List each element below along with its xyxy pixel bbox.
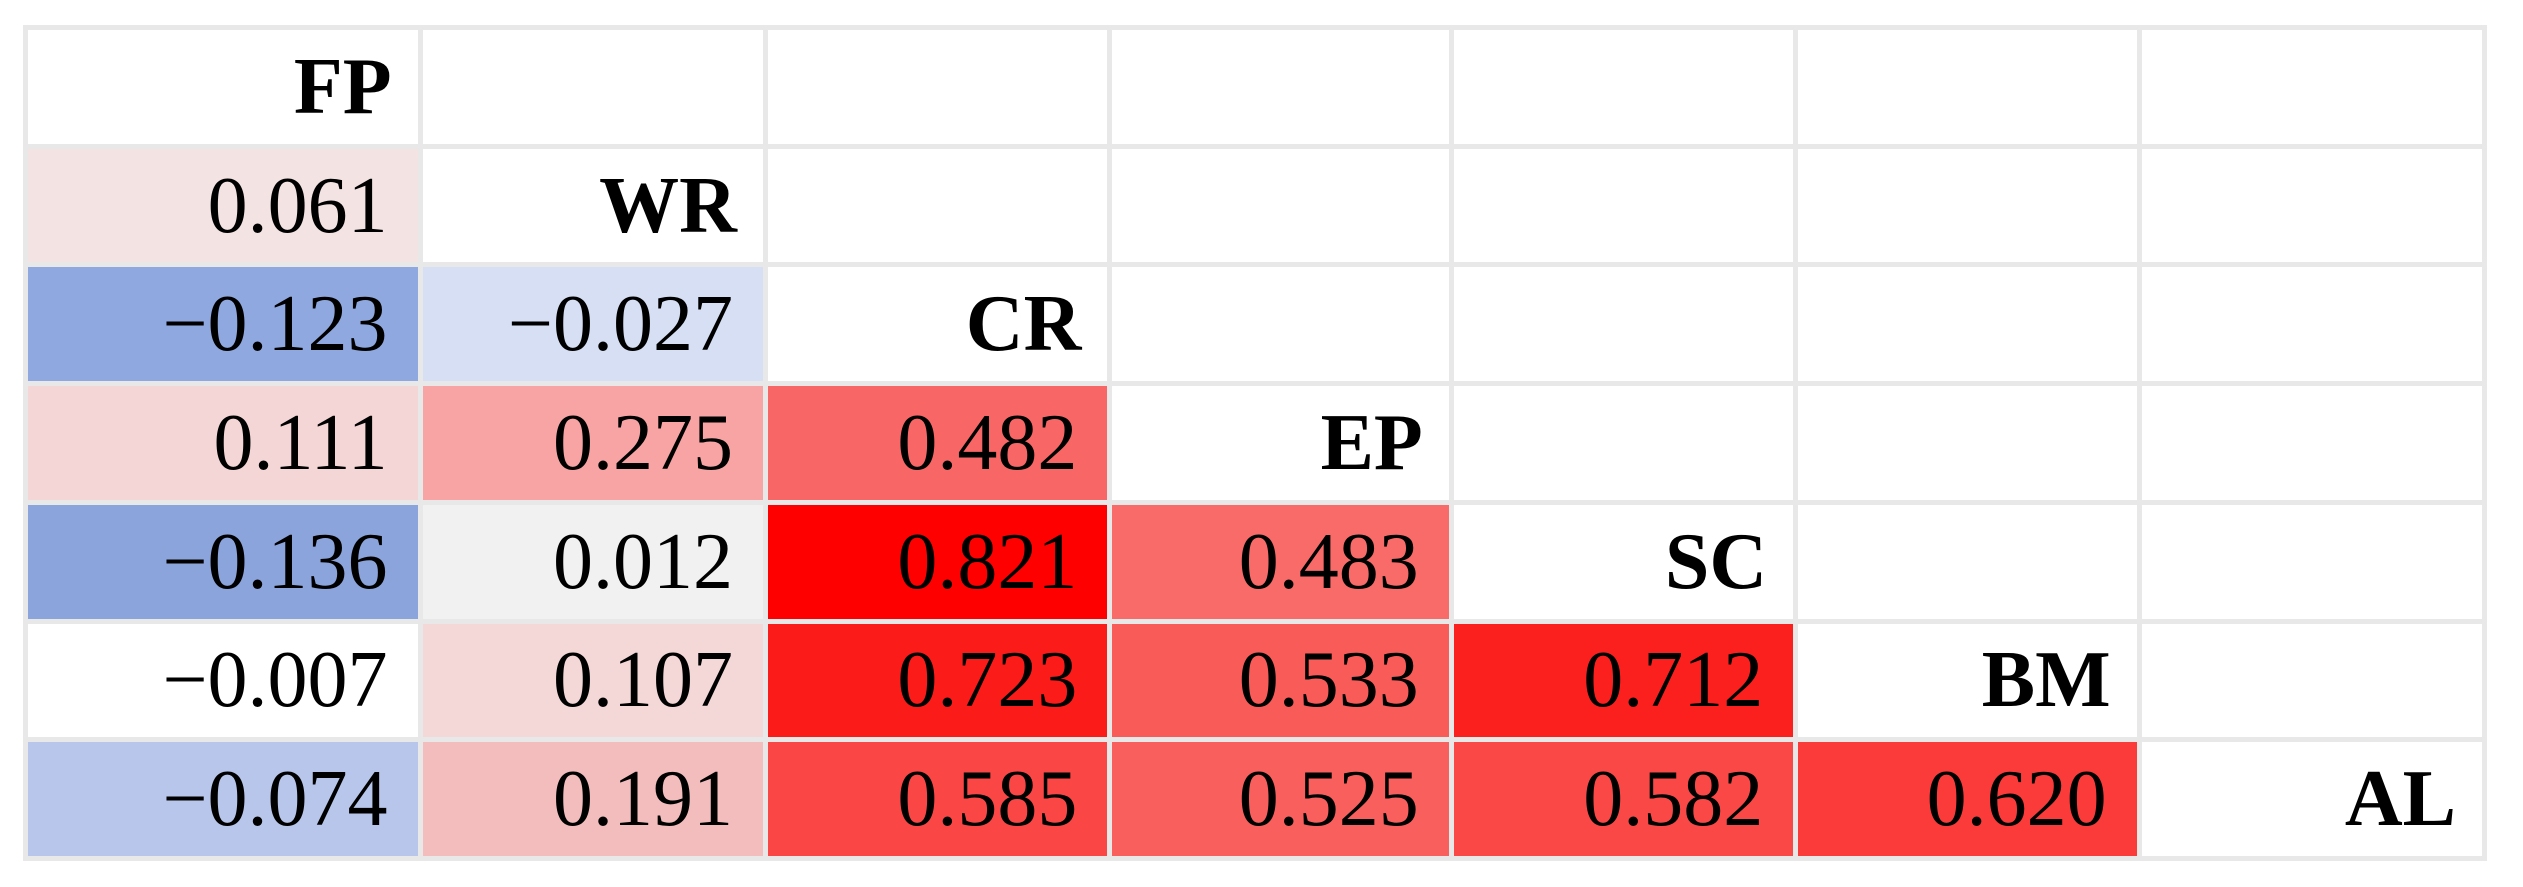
corr-EP-FP: 0.111 (28, 386, 418, 500)
empty-cell (1798, 267, 2137, 382)
corr-BM-FP: −0.007 (28, 623, 418, 738)
empty-cell (1798, 148, 2137, 263)
empty-cell (1453, 148, 1794, 263)
empty-cell (2141, 386, 2482, 500)
empty-cell (1112, 267, 1449, 382)
corr-SC-EP: 0.483 (1112, 504, 1449, 619)
var-label-AL: AL (2141, 742, 2482, 856)
corr-EP-CR: 0.482 (767, 386, 1108, 500)
empty-cell (2141, 623, 2482, 738)
corr-BM-CR: 0.723 (767, 623, 1108, 738)
corr-AL-WR: 0.191 (422, 742, 763, 856)
empty-cell (1453, 267, 1794, 382)
empty-cell (1453, 386, 1794, 500)
corr-AL-SC: 0.582 (1453, 742, 1794, 856)
var-label-WR: WR (422, 148, 763, 263)
empty-cell (2141, 30, 2482, 144)
corr-AL-FP: −0.074 (28, 742, 418, 856)
empty-cell (1798, 504, 2137, 619)
corr-SC-WR: 0.012 (422, 504, 763, 619)
empty-cell (1798, 30, 2137, 144)
empty-cell (767, 148, 1108, 263)
corr-SC-CR: 0.821 (767, 504, 1108, 619)
corr-SC-FP: −0.136 (28, 504, 418, 619)
correlation-matrix-table: FP 0.061 WR −0.123 −0.027 CR 0.111 0.275 0.482 EP… (23, 25, 2487, 861)
corr-AL-EP: 0.525 (1112, 742, 1449, 856)
corr-WR-FP: 0.061 (28, 148, 418, 263)
empty-cell (2141, 504, 2482, 619)
empty-cell (2141, 267, 2482, 382)
corr-CR-FP: −0.123 (28, 267, 418, 382)
corr-EP-WR: 0.275 (422, 386, 763, 500)
empty-cell (2141, 148, 2482, 263)
empty-cell (1798, 386, 2137, 500)
corr-AL-BM: 0.620 (1798, 742, 2137, 856)
corr-AL-CR: 0.585 (767, 742, 1108, 856)
empty-cell (1453, 30, 1794, 144)
var-label-BM: BM (1798, 623, 2137, 738)
empty-cell (767, 30, 1108, 144)
corr-CR-WR: −0.027 (422, 267, 763, 382)
var-label-SC: SC (1453, 504, 1794, 619)
empty-cell (422, 30, 763, 144)
empty-cell (1112, 148, 1449, 263)
corr-BM-SC: 0.712 (1453, 623, 1794, 738)
empty-cell (1112, 30, 1449, 144)
var-label-CR: CR (767, 267, 1108, 382)
corr-BM-EP: 0.533 (1112, 623, 1449, 738)
var-label-FP: FP (28, 30, 418, 144)
corr-BM-WR: 0.107 (422, 623, 763, 738)
var-label-EP: EP (1112, 386, 1449, 500)
